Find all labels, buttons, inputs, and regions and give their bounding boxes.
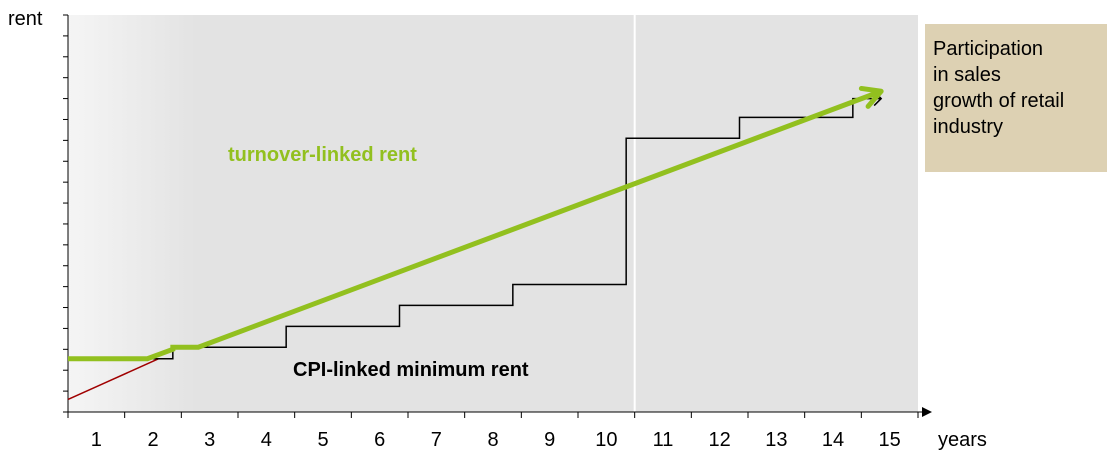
x-tick-label: 7 — [431, 429, 442, 451]
cpi-series-line — [147, 97, 882, 360]
callout-line: in sales — [933, 64, 1001, 86]
x-tick-label: 4 — [261, 429, 272, 451]
x-tick-label: 8 — [487, 429, 498, 451]
x-tick-label: 11 — [653, 429, 674, 451]
x-tick-label: 13 — [765, 429, 787, 451]
trend-line — [67, 358, 159, 401]
x-tick-label: 2 — [147, 429, 158, 451]
x-tick-label: 3 — [204, 429, 215, 451]
turnover-series-label: turnover-linked rent — [228, 144, 417, 166]
callout-line: industry — [933, 116, 1004, 138]
callout-line: growth of retail — [933, 90, 1065, 112]
plot-area — [68, 15, 918, 412]
x-tick-label: 14 — [822, 429, 844, 451]
x-axis-label: years — [938, 429, 987, 451]
x-tick-label: 1 — [91, 429, 102, 451]
turnover-series-line — [68, 88, 883, 362]
x-tick-label: 5 — [317, 429, 328, 451]
x-tick-label: 6 — [374, 429, 385, 451]
x-tick-label: 12 — [709, 429, 731, 451]
cpi-series-label: CPI-linked minimum rent — [293, 359, 529, 381]
x-axis-arrow — [922, 407, 932, 417]
y-axis-label: rent — [8, 8, 43, 30]
x-tick-label: 15 — [879, 429, 901, 451]
turnover-series-arrowhead — [858, 85, 884, 109]
x-tick-label: 9 — [544, 429, 555, 451]
callout-box: Participation in sales growth of retail … — [925, 24, 1107, 172]
callout-line: Participation — [933, 38, 1044, 60]
x-tick-label: 10 — [595, 429, 617, 451]
